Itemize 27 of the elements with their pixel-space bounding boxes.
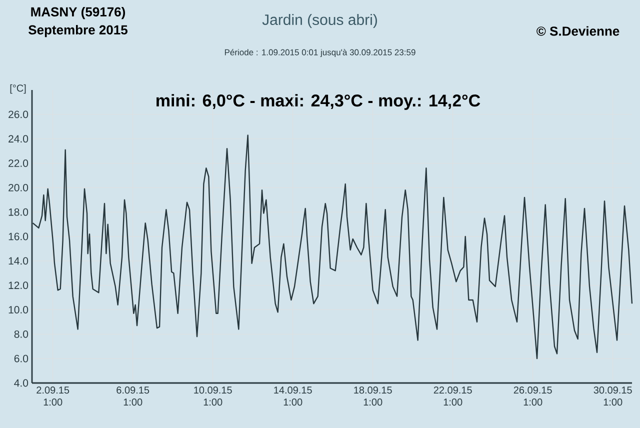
x-tick-label: 18.09.15 1:00 xyxy=(354,386,392,406)
y-tick-label: 14.0 xyxy=(8,257,28,265)
chart-title: Jardin (sous abri) xyxy=(262,14,377,28)
y-tick-label: 18.0 xyxy=(8,208,28,216)
x-tick-label: 10.09.15 1:00 xyxy=(194,386,232,406)
y-tick-label: 26.0 xyxy=(8,110,28,118)
y-tick-label: 6.0 xyxy=(14,354,28,362)
y-tick-label: 12.0 xyxy=(8,282,28,290)
y-tick-label: 10.0 xyxy=(8,306,28,314)
x-tick-label: 26.09.15 1:00 xyxy=(514,386,552,406)
text: Septembre 2015 xyxy=(28,24,128,38)
y-tick-label: 8.0 xyxy=(14,330,28,338)
x-tick-label: 30.09.15 1:00 xyxy=(594,386,632,406)
x-tick-label: 22.09.15 1:00 xyxy=(434,386,472,406)
y-tick-label: 16.0 xyxy=(8,232,28,240)
chart-subtitle: Période : 1.09.2015 0:01 jusqu'à 30.09.2015 23:59 xyxy=(224,48,416,58)
y-tick-label: 20.0 xyxy=(8,184,28,192)
text: © S.Devienne xyxy=(536,26,620,36)
x-tick-label: 6.09.15 1:00 xyxy=(116,386,150,406)
x-tick-label: 2.09.15 1:00 xyxy=(36,386,70,406)
y-tick-label: 24.0 xyxy=(8,135,28,143)
y-tick-label: 4.0 xyxy=(14,379,28,387)
y-axis-title: [°C] xyxy=(10,84,26,94)
text: MASNY (59176) xyxy=(31,6,126,20)
annotation: mini: 6,0°C - maxi: 24,3°C - moy.: 14,2°C xyxy=(156,94,480,110)
x-tick-label: 14.09.15 1:00 xyxy=(274,386,312,406)
y-tick-label: 22.0 xyxy=(8,160,28,167)
